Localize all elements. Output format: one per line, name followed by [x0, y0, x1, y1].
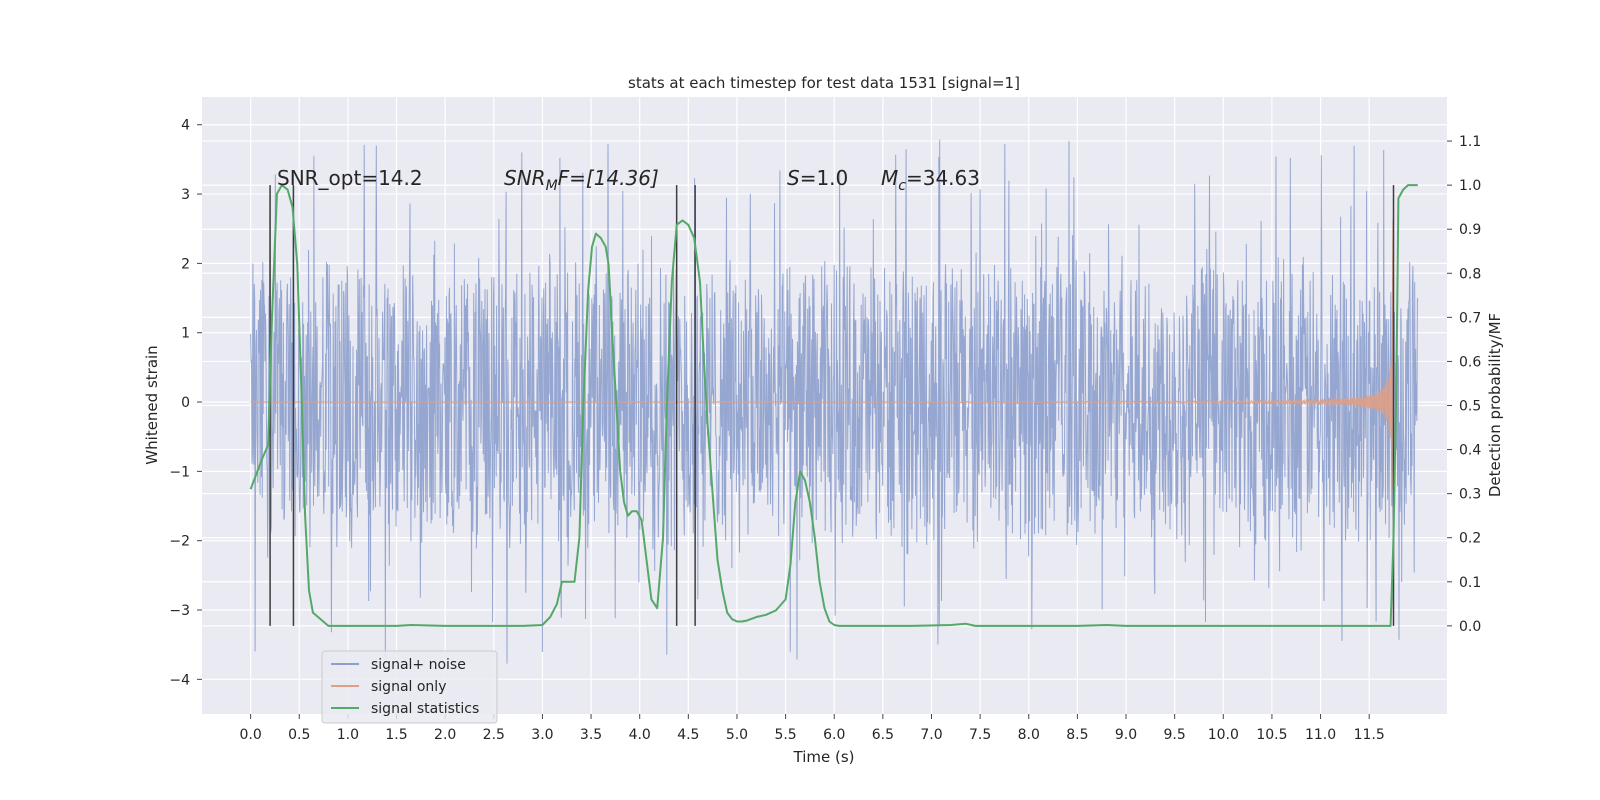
legend: signal+ noise signal only signal statist…	[321, 650, 498, 724]
series-line-signal-only	[250, 219, 1394, 491]
annotation-snr-mf-main: SNR	[504, 166, 546, 190]
legend-box	[321, 650, 498, 724]
x-tick-label: 8.0	[1018, 727, 1040, 743]
annotation-mc-tail: =34.63	[906, 166, 980, 190]
y-tick-label: 2	[181, 256, 190, 272]
x-tick-label: 10.5	[1256, 727, 1287, 743]
x-tick-label: 10.0	[1208, 727, 1239, 743]
x-tick-label: 11.5	[1354, 727, 1385, 743]
legend-label-signal-statistics: signal statistics	[371, 701, 479, 717]
series-signal-only	[250, 219, 1394, 491]
annotation-mc-sub: c	[898, 178, 906, 194]
x-tick-label: 6.5	[872, 727, 894, 743]
annotation-mc: Mc=34.63	[881, 166, 980, 194]
x-tick-label: 6.0	[823, 727, 845, 743]
y2-tick-label: 0.0	[1459, 619, 1481, 635]
y2-axis-ticks: 1.1 1.0 0.9 0.8 0.7 0.6 0.5 0.4 0.3 0.2 0.1 0.0	[1447, 134, 1481, 635]
annotation-snr-opt: SNR_opt=14.2	[277, 166, 423, 190]
annotation-snr-mf: SNRMF=[14.36]	[504, 166, 659, 194]
x-tick-label: 7.5	[969, 727, 991, 743]
legend-label-signal-noise: signal+ noise	[371, 657, 466, 673]
y-tick-label: 3	[181, 187, 190, 203]
series-signal-noise	[250, 139, 1419, 664]
y-tick-label: −1	[169, 464, 190, 480]
y2-tick-label: 0.4	[1459, 443, 1481, 459]
annotation-snr-mf-tail: F=[14.36]	[558, 166, 659, 190]
x-tick-label: 5.5	[774, 727, 796, 743]
x-tick-label: 7.0	[920, 727, 942, 743]
series-signal-statistics	[249, 184, 1418, 627]
y2-tick-label: 0.7	[1459, 310, 1481, 326]
x-axis-title: Time (s)	[793, 748, 855, 766]
x-tick-label: 9.0	[1115, 727, 1137, 743]
x-tick-label: 4.5	[677, 727, 699, 743]
y2-tick-label: 0.2	[1459, 531, 1481, 547]
annotation-mc-main: M	[881, 166, 898, 190]
x-tick-label: 2.5	[483, 727, 505, 743]
y2-tick-label: 0.6	[1459, 354, 1481, 370]
y2-tick-label: 0.8	[1459, 266, 1481, 282]
y2-tick-label: 1.1	[1459, 134, 1481, 150]
x-tick-label: 11.0	[1305, 727, 1336, 743]
x-tick-label: 8.5	[1066, 727, 1088, 743]
y-tick-label: 0	[181, 395, 190, 411]
annotation-s-tail: =1.0	[800, 166, 849, 190]
y2-tick-label: 1.0	[1459, 178, 1481, 194]
x-tick-label: 0.0	[240, 727, 262, 743]
y-axis-title: Whitened strain	[143, 345, 161, 464]
x-tick-label: 4.0	[629, 727, 651, 743]
x-tick-label: 3.0	[531, 727, 553, 743]
x-tick-label: 2.0	[434, 727, 456, 743]
x-tick-label: 1.0	[337, 727, 359, 743]
y-axis-ticks: 4 3 2 1 0 −1 −2 −3 −4	[169, 118, 202, 688]
series-line-signal-noise	[250, 139, 1419, 664]
y2-tick-label: 0.3	[1459, 487, 1481, 503]
y-tick-label: 4	[181, 118, 190, 134]
x-tick-label: 1.5	[385, 727, 407, 743]
y2-axis-title: Detection probability/MF	[1486, 313, 1504, 497]
y-tick-label: −2	[169, 534, 190, 550]
x-tick-label: 0.5	[288, 727, 310, 743]
y-tick-label: −4	[169, 672, 190, 688]
y-tick-label: −3	[169, 603, 190, 619]
x-tick-label: 9.5	[1164, 727, 1186, 743]
y2-tick-label: 0.1	[1459, 575, 1481, 591]
x-tick-label: 5.0	[726, 727, 748, 743]
x-tick-label: 3.5	[580, 727, 602, 743]
chart-title: stats at each timestep for test data 153…	[628, 74, 1020, 92]
x-axis-ticks: 0.0 0.5 1.0 1.5 2.0 2.5 3.0 3.5 4.0 4.5 5.0 5.5 6.0 6…	[240, 714, 1385, 743]
series-line-signal-statistics	[249, 184, 1418, 627]
annotation-s: S=1.0	[787, 166, 848, 190]
y-tick-label: 1	[181, 326, 190, 342]
annotation-snr-mf-sub: M	[546, 178, 558, 194]
annotation-s-main: S	[787, 166, 800, 190]
legend-label-signal-only: signal only	[371, 679, 446, 695]
y2-tick-label: 0.5	[1459, 399, 1481, 415]
y2-tick-label: 0.9	[1459, 222, 1481, 238]
